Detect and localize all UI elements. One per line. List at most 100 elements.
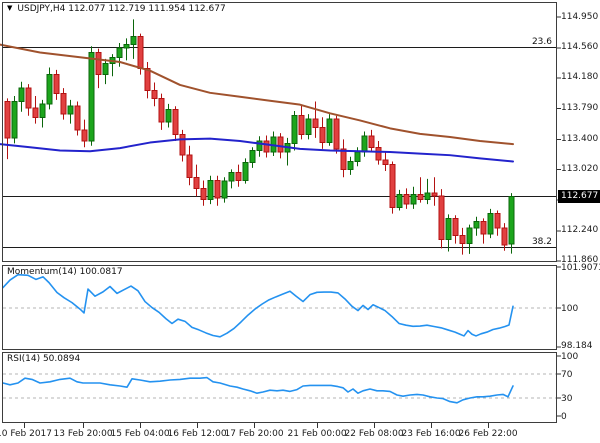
- y-axis-label: 112.240: [561, 225, 599, 236]
- y-axis-label: 114.950: [561, 11, 599, 22]
- y-axis-label: 114.560: [561, 42, 599, 53]
- bear-candle-body: [452, 217, 459, 237]
- ohlc-readout: 112.077 112.719 111.954 112.677: [68, 4, 226, 14]
- bear-candle-body: [179, 134, 186, 156]
- bear-candle-body: [186, 154, 193, 178]
- bear-candle-body: [431, 192, 438, 197]
- fib-level-label: 23.6: [531, 36, 552, 47]
- bull-candle-body: [221, 180, 228, 199]
- bear-candle-body: [144, 67, 151, 91]
- bull-candle-body: [326, 118, 333, 144]
- bear-candle-body: [403, 194, 410, 205]
- x-axis-label: 26 Feb 22:00: [458, 429, 518, 439]
- bull-candle-body: [207, 179, 214, 200]
- symbol-timeframe-label: USDJPY,H4: [17, 4, 66, 14]
- bear-candle-body: [438, 195, 445, 241]
- bear-candle-body: [53, 74, 60, 95]
- rsi-axis-label: 30: [561, 394, 573, 404]
- bear-candle-body: [389, 164, 396, 208]
- bull-candle-body: [396, 194, 403, 208]
- bear-candle-body: [95, 52, 102, 76]
- bull-candle-body: [102, 63, 109, 76]
- bear-candle-body: [235, 172, 242, 181]
- x-axis-label: 21 Feb 00:00: [287, 429, 347, 439]
- bull-candle-body: [424, 192, 431, 200]
- bull-candle-body: [116, 47, 123, 58]
- x-axis-label: 15 Feb 04:00: [110, 429, 170, 439]
- bull-candle-body: [473, 221, 480, 229]
- momentum-indicator-panel[interactable]: [2, 265, 557, 350]
- bear-candle-body: [172, 108, 179, 136]
- slow-ma-line: [0, 43, 514, 146]
- bull-candle-body: [242, 161, 249, 181]
- chart-title: ▼ USDJPY,H4 112.077 112.719 111.954 112.6…: [7, 4, 226, 14]
- bear-candle-body: [277, 136, 284, 153]
- bull-candle-body: [291, 115, 298, 144]
- bear-candle-body: [312, 118, 319, 129]
- bear-candle-body: [193, 176, 200, 189]
- bull-candle-body: [305, 118, 312, 136]
- bear-candle-body: [158, 97, 165, 123]
- x-axis-label: 13 Feb 20:00: [53, 429, 113, 439]
- bull-candle-body: [88, 52, 95, 142]
- bear-candle-body: [340, 148, 347, 170]
- bear-candle-body: [368, 135, 375, 148]
- bull-candle-body: [123, 44, 130, 49]
- mom-axis-label: 100: [561, 304, 579, 314]
- x-axis-label: 17 Feb 20:00: [224, 429, 284, 439]
- y-axis-label: 114.180: [561, 72, 599, 83]
- x-axis-label: 16 Feb 12:00: [167, 429, 227, 439]
- bull-candle-body: [39, 103, 46, 118]
- bull-candle-body: [410, 194, 417, 205]
- bear-candle-body: [333, 118, 340, 150]
- bull-candle-body: [228, 172, 235, 182]
- bear-candle-body: [382, 159, 389, 166]
- bull-candle-body: [249, 149, 256, 163]
- bear-candle-body: [74, 105, 81, 131]
- y-axis-label: 113.790: [561, 103, 599, 114]
- bull-candle-body: [46, 74, 53, 105]
- bear-candle-body: [375, 146, 382, 161]
- bull-candle-body: [445, 217, 452, 241]
- bear-candle-body: [298, 115, 305, 136]
- bull-candle-body: [11, 100, 18, 139]
- bear-candle-body: [151, 89, 158, 99]
- bull-candle-body: [18, 87, 25, 102]
- bear-candle-body: [459, 235, 466, 245]
- bear-candle-body: [494, 213, 501, 229]
- bear-candle-body: [501, 227, 508, 246]
- bear-candle-body: [60, 93, 67, 115]
- chevron-down-icon[interactable]: ▼: [7, 4, 13, 12]
- bear-candle-body: [200, 187, 207, 200]
- bull-candle-body: [165, 108, 172, 123]
- x-axis-label: 23 Feb 16:00: [401, 429, 461, 439]
- y-axis-label: 113.020: [561, 163, 599, 174]
- bear-candle-body: [32, 107, 39, 118]
- momentum-label: Momentum(14) 100.0817: [7, 267, 123, 277]
- bull-candle-body: [466, 227, 473, 245]
- bear-candle-body: [480, 221, 487, 235]
- bear-candle-body: [417, 194, 424, 200]
- fast-ma-line: [0, 137, 514, 163]
- bear-candle-body: [214, 179, 221, 199]
- fib-level-label: 38.2: [531, 236, 552, 247]
- y-axis-label: 111.860: [561, 255, 599, 266]
- bull-candle-body: [508, 195, 515, 245]
- y-axis-label: 113.400: [561, 133, 599, 144]
- bull-candle-body: [256, 140, 263, 151]
- bear-candle-body: [263, 140, 270, 153]
- x-axis-label: 10 Feb 2017: [0, 429, 53, 439]
- x-axis-label: 22 Feb 08:00: [344, 429, 404, 439]
- mom-axis-label: 101.9073: [561, 263, 600, 273]
- bear-candle-body: [25, 87, 32, 109]
- bull-candle-body: [347, 161, 354, 170]
- bear-candle-body: [319, 127, 326, 144]
- rsi-indicator-panel[interactable]: [2, 352, 557, 423]
- bear-candle-body: [81, 129, 88, 142]
- price-chart-panel[interactable]: [2, 2, 557, 262]
- bull-candle-body: [487, 213, 494, 235]
- mom-line: [2, 273, 514, 338]
- bull-candle-body: [67, 105, 74, 115]
- bear-candle-body: [4, 100, 11, 139]
